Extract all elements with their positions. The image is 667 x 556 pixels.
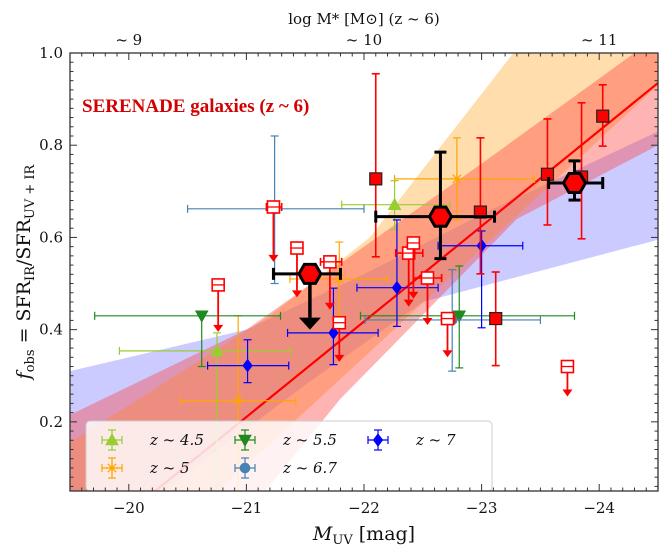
data-point-marker	[391, 280, 403, 295]
data-point-marker	[596, 109, 610, 123]
top-tick-label: ~ 11	[581, 31, 617, 49]
y-label-num-sub: IR	[23, 265, 38, 281]
axis-ticks: −20 −21 −22 −23 −24 0.2 0.4 0.6 0.8 1.0	[39, 44, 659, 517]
top-tick-label: ~ 10	[346, 31, 382, 49]
x-label-unit: [mag]	[353, 523, 415, 545]
upper-limit-arrow-head	[562, 389, 573, 397]
legend-marker	[106, 462, 118, 474]
upper-limit-arrow-head	[324, 302, 335, 310]
legend-item-z-6-7: z ~ 6.7	[234, 457, 337, 479]
upper-limit-arrow-head	[422, 318, 433, 326]
series-serenade-upper-limits	[211, 200, 575, 397]
x-tick-label: −22	[348, 499, 380, 517]
top-axis-label: log M* [M⊙] (z ~ 6)	[288, 10, 439, 28]
upper-limit-arrow-head	[403, 299, 414, 307]
legend-item-z-7: z ~ 7	[367, 429, 456, 451]
data-point-marker	[427, 205, 454, 228]
y-axis-label: fobs = SFRIR/SFRUV + IR	[13, 163, 38, 381]
legend-label: z ~ 6.7	[282, 459, 337, 477]
legend-label: z ~ 5.5	[282, 431, 337, 449]
data-point-marker	[210, 343, 224, 357]
data-point-marker	[232, 394, 245, 407]
y-tick-label: 0.6	[39, 228, 63, 246]
upper-limit-arrow-head	[334, 354, 345, 362]
upper-limit-arrow-head	[291, 290, 302, 298]
x-label-sub: UV	[332, 533, 353, 548]
data-point-marker	[489, 311, 503, 326]
data-point-marker	[387, 197, 402, 210]
series-serenade-detections	[369, 72, 610, 367]
top-axis-ticks: ~ 9 ~ 10 ~ 11	[115, 31, 617, 49]
data-point-marker	[194, 310, 209, 323]
y-tick-label: 0.2	[39, 413, 63, 431]
data-point-marker	[452, 310, 467, 323]
legend-label: z ~ 7	[415, 431, 456, 449]
data-point-marker	[369, 172, 383, 186]
upper-limit-arrow-head	[442, 350, 453, 358]
legend-item-z-5: z ~ 5	[101, 457, 190, 479]
series-z-5-5	[94, 265, 576, 369]
y-tick-label: 0.4	[39, 321, 63, 339]
data-points	[94, 72, 610, 491]
x-tick-label: −21	[231, 499, 263, 517]
y-label-f-sub: obs	[23, 349, 38, 372]
legend-marker	[239, 462, 251, 474]
legend-marker	[105, 432, 119, 446]
legend-label: z ~ 5	[149, 459, 190, 477]
upper-limit-arrow-head	[268, 254, 279, 262]
legend-item-z-5-5: z ~ 5.5	[234, 429, 337, 451]
x-tick-label: −20	[113, 499, 145, 517]
y-label-slash: /SFR	[13, 218, 35, 266]
data-point-marker	[476, 238, 487, 253]
series-z-4-5	[118, 180, 451, 491]
legend-item-z-4-5: z ~ 4.5	[101, 429, 204, 451]
y-label-f: f	[13, 369, 35, 381]
data-point-marker	[561, 171, 588, 195]
data-point-marker	[297, 262, 323, 285]
x-axis-label: MUV [mag]	[312, 523, 415, 548]
legend-marker	[372, 433, 384, 447]
y-label-den-sub: UV + IR	[23, 163, 38, 219]
y-tick-label: 0.8	[39, 136, 63, 154]
top-tick-label: ~ 9	[115, 31, 142, 49]
x-tick-label: −23	[466, 499, 498, 517]
chart-title: SERENADE galaxies (z ~ 6)	[82, 96, 309, 117]
y-label-eq: = SFR	[13, 280, 35, 349]
legend: z ~ 4.5 z ~ 5 z ~ 5.5 z ~ 6.7 z ~ 7	[85, 420, 493, 492]
data-point-marker	[450, 172, 463, 185]
data-point-marker	[328, 326, 339, 340]
upper-limit-arrow-head	[408, 291, 419, 299]
series-serenade-stacks	[271, 150, 605, 330]
x-tick-label: −24	[583, 499, 615, 517]
x-label-main: M	[312, 523, 333, 545]
upper-limit-arrow-head	[213, 324, 224, 332]
upper-limit-arrow-head	[298, 317, 321, 330]
legend-marker	[238, 434, 252, 448]
legend-label: z ~ 4.5	[149, 431, 204, 449]
data-point-marker	[242, 358, 253, 373]
y-tick-label: 1.0	[39, 44, 63, 62]
